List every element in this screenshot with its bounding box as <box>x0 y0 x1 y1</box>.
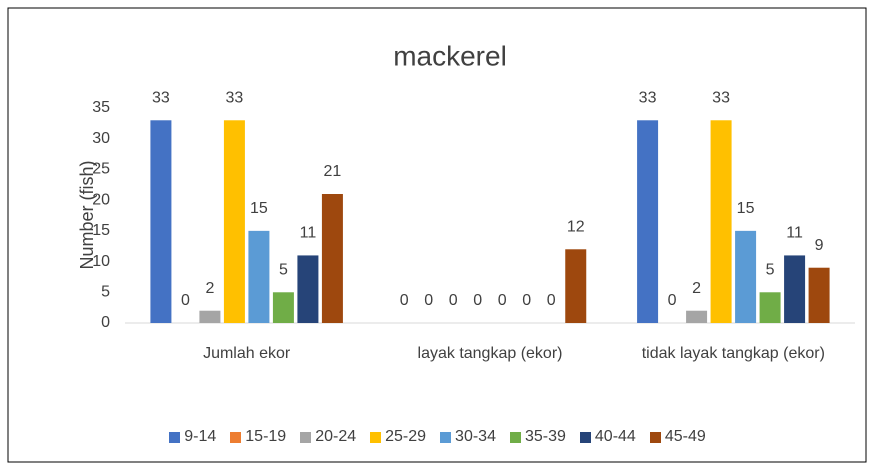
bar <box>735 230 757 323</box>
legend: 9-14 15-19 20-24 25-29 30-34 35-39 40-44 45-49 <box>0 428 875 446</box>
data-label: 11 <box>786 225 803 242</box>
data-label: 0 <box>400 292 409 309</box>
legend-item: 35-39 <box>509 428 566 446</box>
data-label: 0 <box>449 292 458 309</box>
data-label: 9 <box>815 237 824 254</box>
y-tick-label: 35 <box>92 99 110 116</box>
legend-label: 35-39 <box>524 428 566 445</box>
legend-label: 45-49 <box>664 428 706 445</box>
bar <box>297 255 319 323</box>
data-label: 0 <box>498 292 507 309</box>
legend-item: 40-44 <box>579 428 636 446</box>
legend-swatch <box>370 431 382 443</box>
data-label: 21 <box>324 163 342 180</box>
legend-item: 25-29 <box>370 428 426 446</box>
legend-swatch <box>169 431 181 443</box>
y-tick-label: 25 <box>92 161 110 178</box>
legend-swatch <box>509 431 521 443</box>
y-tick-label: 10 <box>92 253 110 270</box>
x-tick-label: tidak layak tangkap (ekor) <box>641 345 825 362</box>
legend-label: 30-34 <box>455 428 496 445</box>
bar <box>565 249 587 323</box>
y-tick-label: 20 <box>92 191 110 208</box>
data-label: 0 <box>522 292 531 309</box>
legend-swatch <box>230 431 242 443</box>
data-label: 2 <box>692 280 701 297</box>
data-label: 0 <box>668 292 677 309</box>
chart-title: mackerel <box>393 40 507 71</box>
data-label: 15 <box>250 200 268 217</box>
legend-swatch <box>649 431 661 443</box>
legend-item: 9-14 <box>169 428 216 446</box>
data-label: 0 <box>424 292 433 309</box>
y-axis-label: Number (fish) <box>77 160 97 269</box>
bar <box>637 120 659 324</box>
data-label: 5 <box>766 262 775 279</box>
legend-item: 15-19 <box>230 428 286 446</box>
legend-swatch <box>440 431 452 443</box>
bar <box>784 255 806 323</box>
bar <box>199 310 221 323</box>
bar <box>248 230 270 323</box>
data-label: 5 <box>279 262 288 279</box>
bar <box>223 120 245 324</box>
y-tick-label: 5 <box>101 284 110 301</box>
bar <box>759 292 781 323</box>
bar <box>686 310 708 323</box>
data-label: 15 <box>737 200 755 217</box>
data-label: 33 <box>712 90 730 107</box>
y-tick-label: 30 <box>92 130 110 147</box>
data-label: 33 <box>639 90 657 107</box>
data-label: 12 <box>567 219 585 236</box>
data-label: 0 <box>547 292 556 309</box>
legend-label: 40-44 <box>594 428 636 445</box>
legend-item: 45-49 <box>649 428 706 446</box>
legend-item: 30-34 <box>440 428 496 446</box>
data-label: 0 <box>181 292 190 309</box>
legend-label: 20-24 <box>315 428 357 445</box>
y-tick-label: 15 <box>92 222 110 239</box>
legend-label: 25-29 <box>385 428 427 445</box>
data-label: 2 <box>205 280 214 297</box>
bar <box>710 120 732 324</box>
bar <box>321 194 343 323</box>
legend-label: 9-14 <box>184 428 217 445</box>
x-tick-label: layak tangkap (ekor) <box>417 345 563 362</box>
legend-label: 15-19 <box>245 428 287 445</box>
y-tick-label: 0 <box>101 314 110 331</box>
legend-swatch <box>300 431 312 443</box>
legend-swatch <box>579 431 591 443</box>
bar <box>272 292 294 323</box>
data-label: 11 <box>300 225 317 242</box>
bar <box>808 267 830 323</box>
bar <box>150 120 172 324</box>
x-tick-label: Jumlah ekor <box>203 345 291 362</box>
data-label: 0 <box>473 292 482 309</box>
data-label: 33 <box>152 90 170 107</box>
data-label: 33 <box>226 90 244 107</box>
legend-item: 20-24 <box>300 428 356 446</box>
